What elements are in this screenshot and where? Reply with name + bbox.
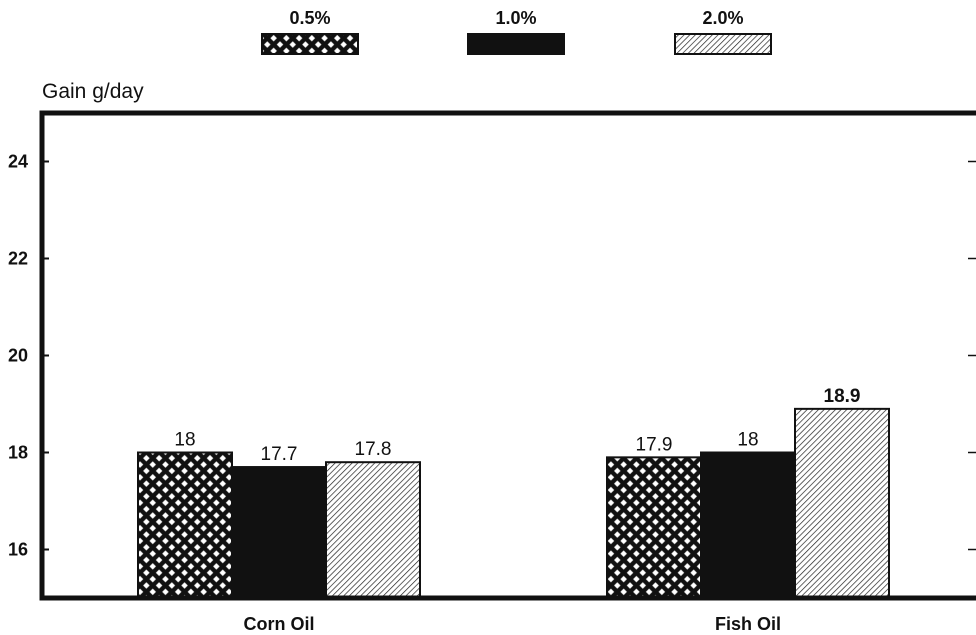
legend-swatch [674,33,772,55]
data-label: 17.9 [636,434,673,455]
legend-swatch [467,33,565,55]
bar-corn-oil-1-0pct [231,466,327,599]
bar-corn-oil-0-5pct [137,451,233,599]
x-category-label: Corn Oil [244,614,315,634]
y-tick-label: 24 [8,152,28,172]
y-tick-label: 16 [8,540,28,560]
data-label: 18 [174,430,195,451]
legend: 0.5% 1.0% 2.0% [261,8,772,55]
data-label: 18 [737,430,758,451]
data-labels: 18 17.7 17.8 17.9 18 18.9 [174,386,860,465]
y-axis-label: Gain g/day [42,80,144,103]
bar-fish-oil-2-0pct [794,407,890,599]
legend-label: 0.5% [289,8,330,28]
bar-corn-oil-2-0pct [325,461,421,600]
x-category-label: Fish Oil [715,614,781,634]
y-tick-label: 22 [8,249,28,269]
data-label: 17.8 [355,439,392,460]
y-tick-label: 20 [8,346,28,366]
legend-label: 1.0% [495,8,536,28]
plot-frame [39,110,976,601]
x-axis: Corn Oil Fish Oil [244,614,782,634]
data-label: 17.7 [261,444,298,465]
bar-fish-oil-0-5pct [606,456,702,599]
bars [137,407,890,600]
y-tick-label: 18 [8,443,28,463]
legend-label: 2.0% [702,8,743,28]
bar-fish-oil-1-0pct [700,451,796,599]
legend-swatch [261,33,359,55]
data-label: 18.9 [824,386,861,407]
